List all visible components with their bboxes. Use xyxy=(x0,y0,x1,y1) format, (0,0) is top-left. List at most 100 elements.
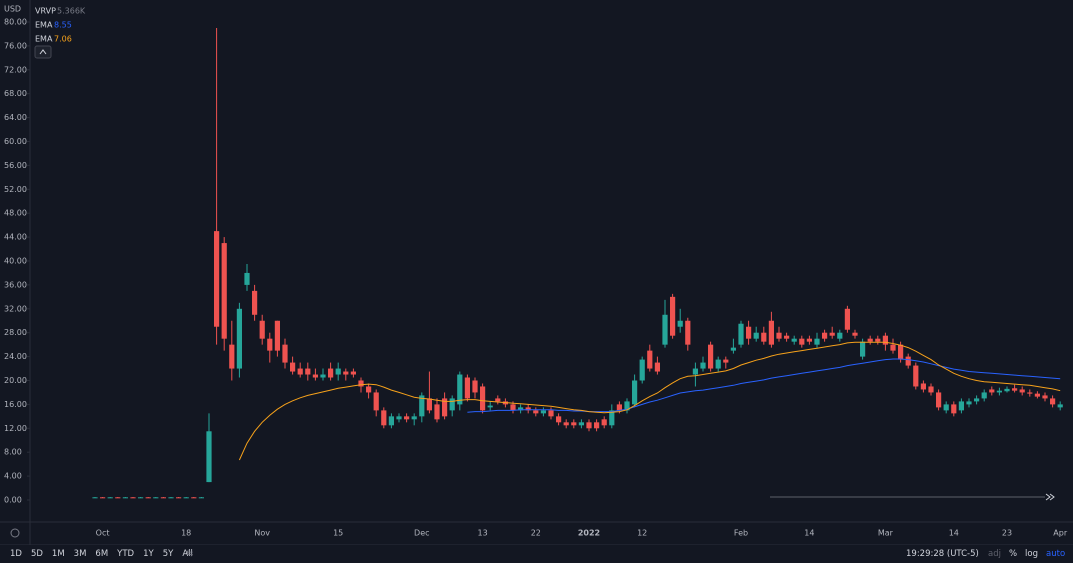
y-tick-label: 32.00 xyxy=(4,304,27,313)
candle-body xyxy=(343,371,349,375)
candle-body xyxy=(1042,395,1048,399)
toolbar-button[interactable]: % xyxy=(1008,549,1018,559)
candle-body xyxy=(890,344,896,351)
candle-body xyxy=(692,368,698,375)
candle-body xyxy=(1027,392,1033,394)
chart: USD VRVP 5.366K EMA 8.55 EMA 7.06 0.00 4.… xyxy=(0,0,1073,545)
candle-body xyxy=(107,497,113,499)
candle-body xyxy=(153,497,159,499)
toolbar-button[interactable]: log xyxy=(1025,549,1039,559)
candle-body xyxy=(297,368,303,375)
toolbar-button[interactable]: 5D xyxy=(30,549,43,559)
x-tick-label: Dec xyxy=(414,529,429,538)
candle-body xyxy=(1057,404,1063,408)
toolbar-button[interactable]: adj xyxy=(988,549,1001,559)
toolbar-button[interactable]: 5Y xyxy=(162,549,174,559)
candle-body xyxy=(898,344,904,360)
candle-body xyxy=(822,332,828,339)
y-tick-label: 28.00 xyxy=(4,328,27,337)
toolbar-button[interactable]: 1M xyxy=(51,549,65,559)
candle-body xyxy=(464,377,470,399)
candle-body xyxy=(708,344,714,369)
candle-body xyxy=(791,338,797,342)
scale-options: adj% log auto xyxy=(988,545,1073,563)
y-tick-label: 0.00 xyxy=(4,496,22,505)
candle-body xyxy=(214,231,220,327)
toolbar-button[interactable]: 1D xyxy=(10,549,22,559)
toolbar-button[interactable]: 3M xyxy=(73,549,87,559)
candle-body xyxy=(746,326,752,339)
candle-body xyxy=(373,392,379,411)
x-tick-label: 13 xyxy=(478,529,488,538)
candle-body xyxy=(943,404,949,411)
y-tick-label: 64.00 xyxy=(4,113,27,122)
candle-body xyxy=(799,338,805,345)
toolbar-button[interactable]: 1Y xyxy=(143,549,154,559)
range-bar: 1D 5D 1M 3M 6M YTD 1Y 5Y All xyxy=(10,545,202,563)
candle-body xyxy=(632,380,638,405)
candle-body xyxy=(426,398,432,411)
candle-body xyxy=(100,497,106,499)
y-tick-label: 52.00 xyxy=(4,185,27,194)
y-tick-label: 4.00 xyxy=(4,472,22,481)
currency-label[interactable]: USD xyxy=(4,5,21,14)
candle-body xyxy=(312,374,318,378)
candle-body xyxy=(829,332,835,336)
candle-body xyxy=(548,410,554,417)
candle-body xyxy=(647,350,653,369)
toolbar-button[interactable]: YTD xyxy=(117,549,135,559)
toolbar-button[interactable]: 6M xyxy=(95,549,109,559)
candle-body xyxy=(274,320,280,351)
candle-body xyxy=(138,497,144,499)
candle-body xyxy=(404,416,410,420)
candle-body xyxy=(449,398,455,411)
candle-body xyxy=(882,335,888,345)
compare-icon[interactable]: ⇆ xyxy=(186,549,194,559)
candle-body xyxy=(305,368,311,375)
candle-body xyxy=(875,338,881,342)
y-tick-label: 20.00 xyxy=(4,376,27,385)
x-tick-label: 12 xyxy=(637,529,647,538)
candle-body xyxy=(761,332,767,342)
candle-body xyxy=(290,362,296,372)
x-tick-label: 14 xyxy=(949,529,959,538)
y-tick-label: 44.00 xyxy=(4,233,27,242)
candle-body xyxy=(609,410,615,426)
candle-body xyxy=(920,383,926,390)
candle-body xyxy=(974,398,980,402)
candle-body xyxy=(115,497,121,499)
ema-line xyxy=(467,358,1061,413)
candle-body xyxy=(616,404,622,411)
candle-body xyxy=(518,407,524,411)
candle-body xyxy=(951,404,957,414)
scroll-to-end-icon[interactable] xyxy=(1045,493,1055,501)
toolbar-button[interactable]: All xyxy=(182,549,193,559)
candle-body xyxy=(122,497,128,499)
candle-body xyxy=(533,410,539,414)
candle-body xyxy=(168,497,174,499)
y-tick-label: 56.00 xyxy=(4,161,27,170)
candle-body xyxy=(860,341,866,357)
y-tick-label: 36.00 xyxy=(4,280,27,289)
toolbar-button[interactable]: auto xyxy=(1046,549,1066,559)
x-tick-label: 22 xyxy=(531,529,541,538)
y-tick-label: 24.00 xyxy=(4,352,27,361)
candle-body xyxy=(905,356,911,366)
y-tick-label: 68.00 xyxy=(4,89,27,98)
settings-icon[interactable] xyxy=(10,528,20,538)
candle-body xyxy=(358,380,364,387)
candle-body xyxy=(913,365,919,387)
candle-body xyxy=(966,401,972,405)
candle-body xyxy=(936,392,942,408)
candle-body xyxy=(259,320,265,339)
candle-body xyxy=(556,416,562,423)
candle-body xyxy=(328,368,334,378)
y-tick-label: 8.00 xyxy=(4,448,22,457)
candle-body xyxy=(639,359,645,381)
candle-body xyxy=(753,332,759,339)
candle-body xyxy=(730,347,736,351)
x-tick-label: Mar xyxy=(878,529,894,538)
y-tick-label: 12.00 xyxy=(4,424,27,433)
collapse-legend-button[interactable] xyxy=(34,45,52,59)
candle-body xyxy=(366,386,372,393)
